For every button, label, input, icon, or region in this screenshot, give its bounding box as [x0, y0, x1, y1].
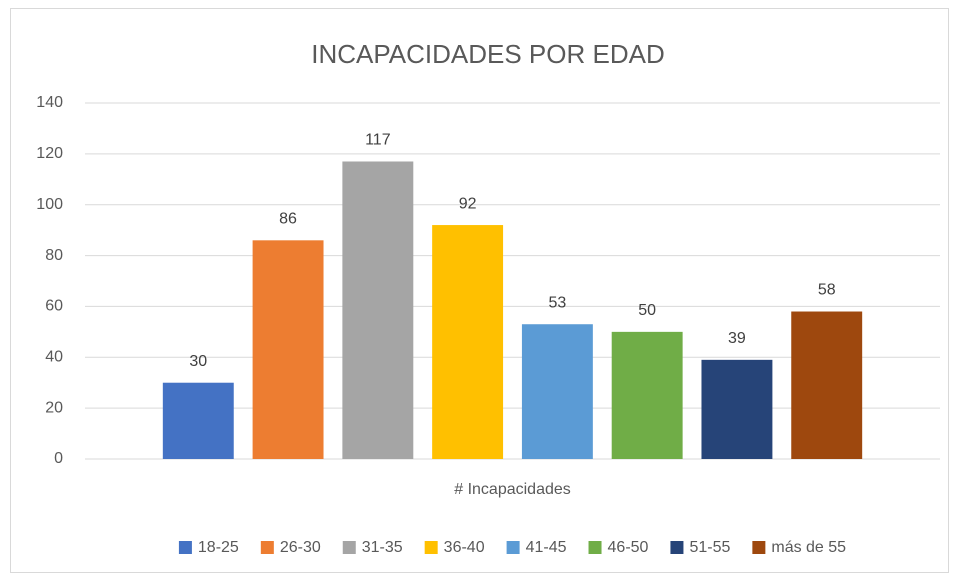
- y-tick-label: 80: [45, 247, 63, 264]
- y-tick-label: 20: [45, 399, 63, 416]
- y-tick-label: 40: [45, 349, 63, 366]
- legend-swatch: [260, 541, 274, 554]
- bar: [252, 240, 324, 459]
- bar: [791, 311, 863, 459]
- bar: [162, 382, 234, 459]
- bar: [432, 225, 504, 459]
- legend-label: más de 55: [771, 539, 846, 556]
- data-label: 50: [638, 302, 656, 319]
- legend-swatch: [342, 541, 356, 554]
- data-label: 92: [459, 195, 477, 212]
- y-tick-label: 0: [54, 450, 63, 467]
- bar: [701, 359, 773, 459]
- legend-swatch: [588, 541, 602, 554]
- legend-swatch: [178, 541, 192, 554]
- data-label: 86: [279, 211, 297, 228]
- data-label: 58: [818, 282, 836, 299]
- legend-swatch: [752, 541, 766, 554]
- y-tick-label: 120: [36, 145, 63, 162]
- data-label: 117: [365, 132, 391, 149]
- legend-swatch: [506, 541, 520, 554]
- legend-label: 36-40: [444, 539, 485, 556]
- legend-label: 51-55: [689, 539, 730, 556]
- legend-label: 26-30: [280, 539, 321, 556]
- chart-title: INCAPACIDADES POR EDAD: [311, 39, 664, 69]
- y-tick-label: 140: [36, 94, 63, 111]
- legend-label: 46-50: [608, 539, 649, 556]
- legend-swatch: [670, 541, 684, 554]
- data-label: 30: [189, 353, 207, 370]
- bar: [611, 331, 683, 459]
- data-label: 39: [728, 330, 746, 347]
- legend-label: 31-35: [362, 539, 403, 556]
- legend-label: 18-25: [198, 539, 239, 556]
- bar: [521, 324, 593, 459]
- y-tick-label: 60: [45, 298, 63, 315]
- y-tick-label: 100: [36, 196, 63, 213]
- data-label: 53: [548, 294, 566, 311]
- legend-label: 41-45: [526, 539, 567, 556]
- x-tick-label: # Incapacidades: [454, 481, 571, 498]
- legend-swatch: [424, 541, 438, 554]
- bar: [342, 161, 414, 459]
